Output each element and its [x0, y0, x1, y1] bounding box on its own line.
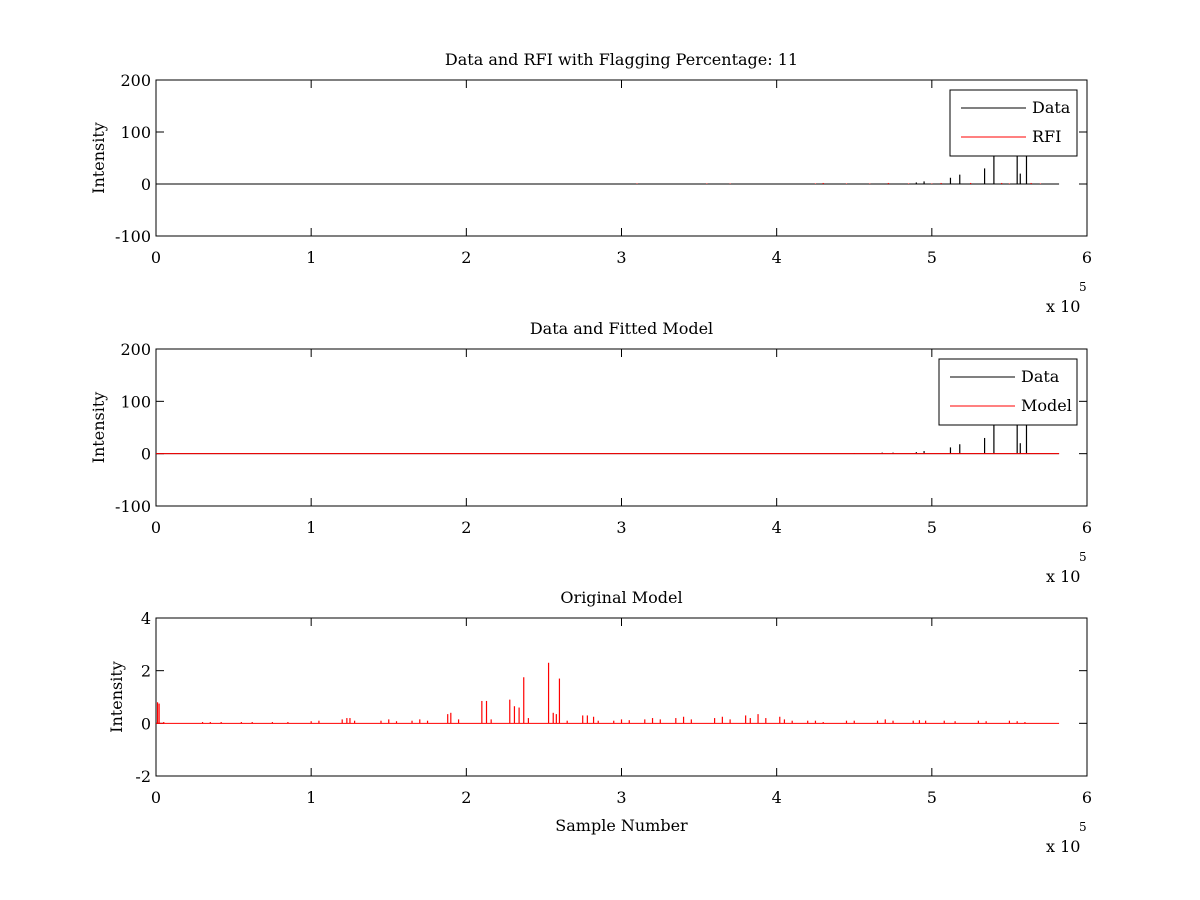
series-model — [156, 662, 1060, 724]
y-tick-label: -100 — [115, 227, 151, 246]
x-tick-label: 5 — [927, 788, 937, 807]
x-multiplier-base: x 10 — [1046, 567, 1080, 586]
plot-area — [155, 617, 1088, 777]
legend-box — [949, 89, 1078, 157]
x-tick-label: 3 — [616, 518, 626, 537]
x-tick-label: 2 — [461, 248, 471, 267]
series-rfi — [636, 182, 1042, 184]
x-tick-label: 1 — [306, 248, 316, 267]
x-tick-label: 5 — [927, 518, 937, 537]
x-tick-label: 0 — [151, 518, 161, 537]
plot-area — [155, 348, 1088, 507]
legend-label: RFI — [1032, 127, 1061, 146]
y-axis-label: Intensity — [89, 122, 108, 194]
x-tick-label: 5 — [927, 248, 937, 267]
legend-label: Data — [1021, 367, 1060, 386]
y-tick-label: -100 — [115, 497, 151, 516]
x-tick-label: 0 — [151, 248, 161, 267]
x-tick-label: 4 — [772, 788, 782, 807]
y-tick-label: 4 — [141, 609, 151, 628]
legend-label: Model — [1021, 396, 1072, 415]
y-tick-label: 200 — [120, 71, 151, 90]
x-axis-label: Sample Number — [555, 816, 688, 835]
y-tick-label: 0 — [141, 714, 151, 733]
y-tick-label: 2 — [141, 662, 151, 681]
x-tick-label: 4 — [772, 248, 782, 267]
x-multiplier-exponent: 5 — [1079, 280, 1087, 294]
x-tick-label: 1 — [306, 518, 316, 537]
x-tick-label: 3 — [616, 248, 626, 267]
y-tick-label: -2 — [135, 767, 151, 786]
x-tick-label: 6 — [1082, 788, 1092, 807]
legend: Data RFI — [949, 89, 1078, 157]
x-tick-label: 3 — [616, 788, 626, 807]
x-tick-label: 0 — [151, 788, 161, 807]
x-tick-label: 6 — [1082, 248, 1092, 267]
y-tick-label: 200 — [120, 340, 151, 359]
legend: Data Model — [938, 358, 1078, 426]
x-tick-label: 4 — [772, 518, 782, 537]
x-tick-label: 2 — [461, 518, 471, 537]
y-tick-label: 100 — [120, 123, 151, 142]
legend-box — [938, 358, 1078, 426]
x-tick-label: 6 — [1082, 518, 1092, 537]
y-axis-label: Intensity — [89, 392, 108, 464]
chart-panel-1: Data and RFI with Flagging Percentage: 1… — [89, 50, 1092, 316]
chart-title: Original Model — [560, 588, 682, 607]
chart-title: Data and Fitted Model — [530, 319, 713, 338]
y-tick-label: 0 — [141, 175, 151, 194]
y-tick-label: 0 — [141, 445, 151, 464]
y-axis-label: Intensity — [107, 661, 126, 733]
chart-title: Data and RFI with Flagging Percentage: 1… — [445, 50, 798, 69]
legend-label: Data — [1032, 98, 1071, 117]
x-multiplier-exponent: 5 — [1079, 550, 1087, 564]
x-multiplier-base: x 10 — [1046, 297, 1080, 316]
x-multiplier-exponent: 5 — [1079, 820, 1087, 834]
y-tick-label: 100 — [120, 392, 151, 411]
x-multiplier-base: x 10 — [1046, 837, 1080, 856]
x-tick-label: 2 — [461, 788, 471, 807]
plot-area — [155, 79, 1088, 237]
x-tick-label: 1 — [306, 788, 316, 807]
